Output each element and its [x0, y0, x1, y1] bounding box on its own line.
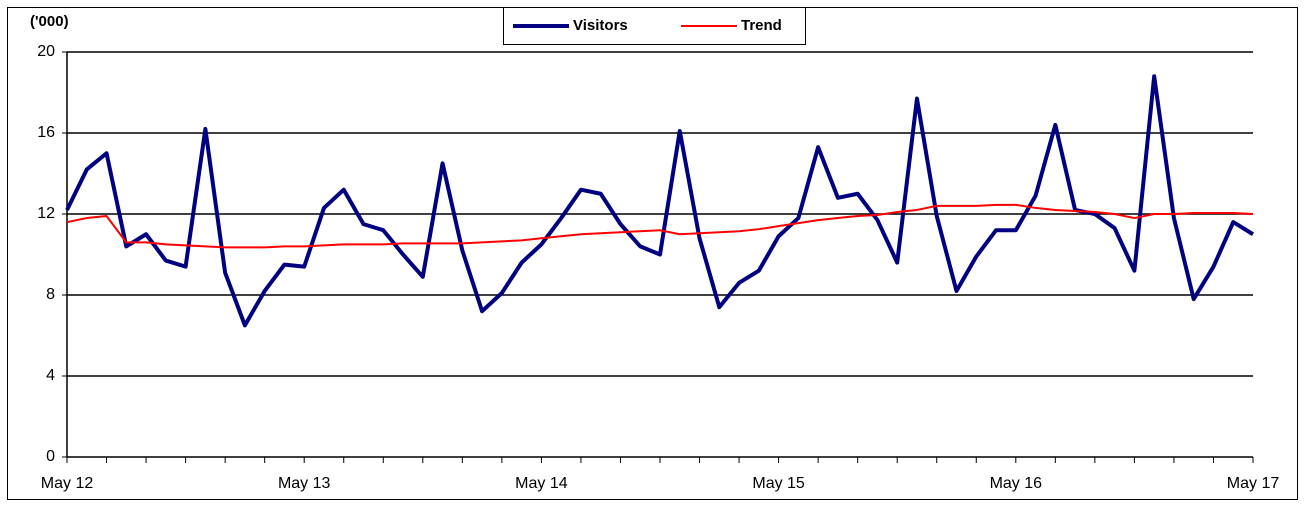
x-tick-label: May 12: [41, 475, 94, 492]
legend-label: Visitors: [573, 17, 628, 34]
x-tick-label: May 16: [990, 475, 1043, 492]
x-tick-label: May 17: [1227, 475, 1280, 492]
series-line: [66, 203, 1254, 249]
y-tick-label: 12: [37, 205, 55, 222]
y-tick-label: 16: [37, 124, 55, 141]
x-tick-label: May 13: [278, 475, 331, 492]
y-axis-label: ('000): [30, 13, 69, 30]
series-line: [65, 74, 1255, 328]
y-tick-label: 20: [37, 43, 55, 60]
legend-label: Trend: [741, 17, 782, 34]
x-tick-label: May 14: [515, 475, 568, 492]
y-tick-label: 8: [46, 286, 55, 303]
y-tick-label: 4: [46, 367, 55, 384]
y-tick-label: 0: [46, 448, 55, 465]
x-tick-label: May 15: [752, 475, 805, 492]
